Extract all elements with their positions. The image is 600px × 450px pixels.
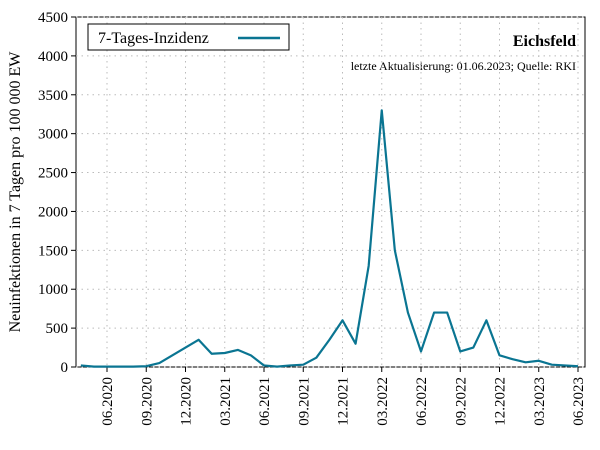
x-tick-label: 03.2023 xyxy=(532,377,548,426)
chart-title: Eichsfeld xyxy=(513,33,576,50)
data-line xyxy=(80,109,579,368)
x-tick-label: 06.2023 xyxy=(571,377,587,426)
y-axis-label: Neuinfektionen in 7 Tagen pro 100 000 EW xyxy=(7,51,24,333)
y-tick-label: 4500 xyxy=(38,10,68,26)
y-tick-label: 3500 xyxy=(38,88,68,104)
x-tick-label: 12.2022 xyxy=(493,377,509,426)
x-tick-label: 09.2022 xyxy=(453,377,469,426)
y-tick-label: 3000 xyxy=(38,127,68,143)
x-tick-label: 09.2021 xyxy=(296,377,312,426)
chart-subtitle: letzte Aktualisierung: 01.06.2023; Quell… xyxy=(351,59,576,73)
y-tick-label: 2000 xyxy=(38,204,68,220)
x-tick-label: 06.2020 xyxy=(100,377,116,426)
x-tick-label: 06.2022 xyxy=(414,377,430,426)
x-tick-label: 03.2022 xyxy=(375,377,391,426)
y-tick-label: 1500 xyxy=(38,243,68,259)
legend-label: 7-Tages-Inzidenz xyxy=(98,30,209,47)
x-tick-label: 03.2021 xyxy=(218,377,234,426)
y-tick-label: 4000 xyxy=(38,49,68,65)
x-tick-label: 06.2021 xyxy=(257,377,273,426)
x-tick-label: 12.2021 xyxy=(336,377,352,426)
x-tick-label: 09.2020 xyxy=(139,377,155,426)
x-tick-label: 12.2020 xyxy=(179,377,195,426)
y-tick-label: 0 xyxy=(61,360,69,376)
y-tick-label: 500 xyxy=(46,321,69,337)
y-tick-label: 1000 xyxy=(38,282,68,298)
y-tick-label: 2500 xyxy=(38,166,68,182)
